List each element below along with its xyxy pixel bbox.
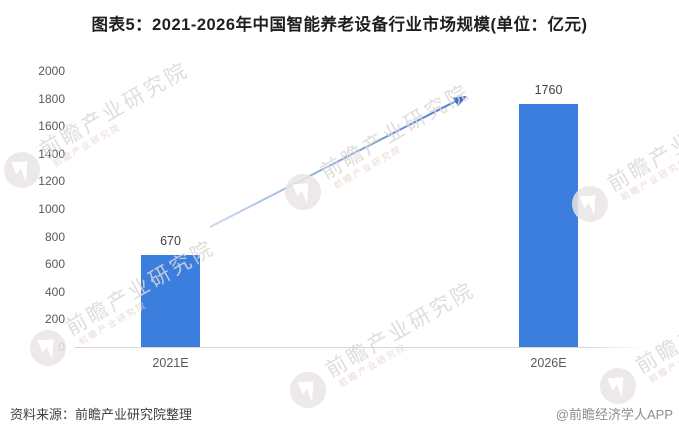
y-axis-tick-label: 200 (44, 312, 65, 327)
category-label-2021E: 2021E (152, 356, 189, 370)
y-axis-tick-label: 2000 (38, 64, 65, 78)
y-axis-tick-label: 0 (58, 340, 65, 354)
growth-arrow-icon (209, 96, 467, 228)
y-axis-tick-label: 400 (44, 284, 65, 299)
y-axis-tick-label: 1000 (38, 202, 65, 216)
category-label-2026E: 2026E (530, 356, 567, 370)
value-label-2021E: 670 (160, 233, 181, 248)
y-axis-tick-label: 1600 (38, 119, 65, 134)
chart-title: 图表5：2021-2026年中国智能养老设备行业市场规模(单位：亿元) (91, 16, 588, 34)
bar-2026E (519, 104, 578, 347)
y-axis-tick-label: 1800 (38, 91, 65, 106)
source-note: 资料来源：前瞻产业研究院整理 (10, 407, 193, 422)
x-axis-line (75, 347, 647, 348)
y-axis-tick-label: 600 (44, 257, 65, 272)
y-axis-tick-label: 1400 (38, 146, 65, 161)
y-axis-tick-label: 800 (44, 229, 65, 244)
credit-note: @前瞻经济学人APP (555, 407, 673, 422)
bar-2021E (141, 254, 200, 347)
y-axis-tick-label: 1200 (38, 174, 65, 189)
value-label-2026E: 1760 (534, 83, 563, 98)
